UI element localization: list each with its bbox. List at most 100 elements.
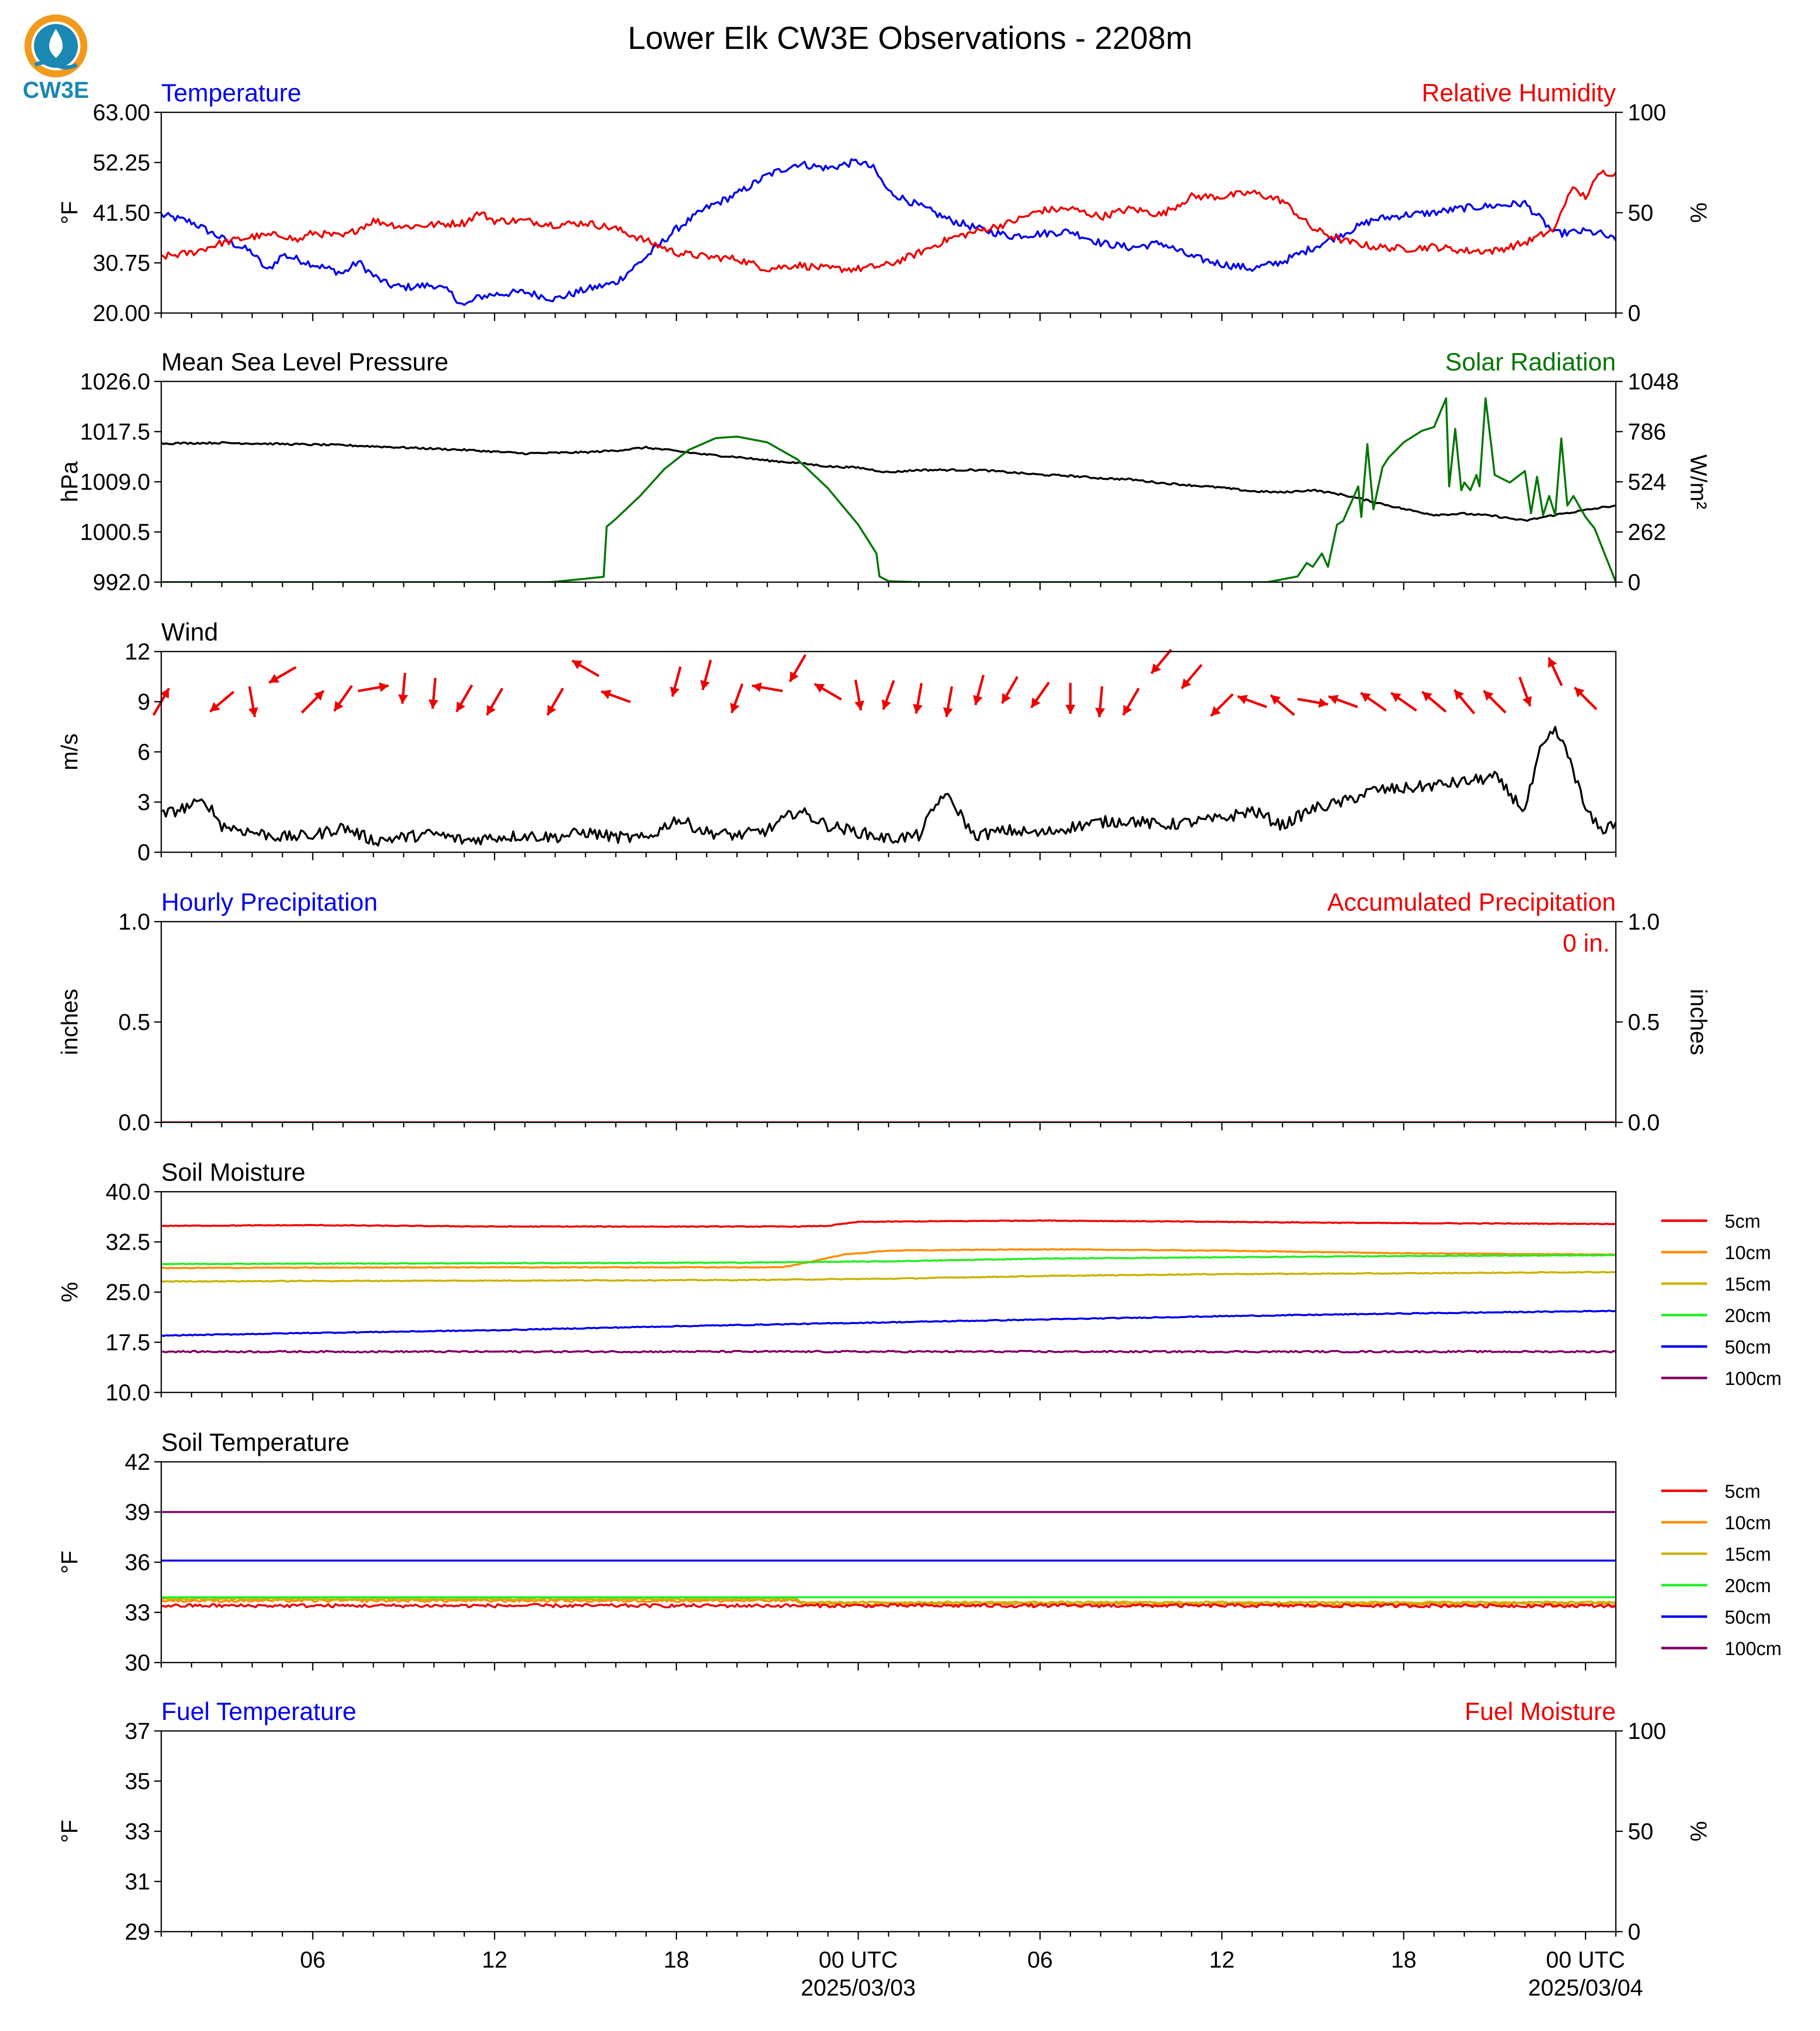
series-line-right-1 (161, 397, 1616, 582)
logo-wave-icon (34, 60, 78, 69)
y-axis-label-left: °F (56, 1551, 82, 1574)
y-tick-label-right: 100 (1628, 99, 1666, 125)
panel-frame (160, 1730, 1617, 1933)
y-tick-label-right: 0 (1628, 569, 1641, 595)
wind-arrow (428, 677, 439, 709)
wind-arrow-head (313, 690, 324, 701)
wind-arrow-head (1318, 697, 1328, 708)
wind-arrow (1030, 681, 1050, 708)
panel-title-left: Mean Sea Level Pressure (161, 348, 448, 376)
wind-arrow (1483, 689, 1507, 714)
x-tick-label: 06 (300, 1947, 325, 1973)
y-tick-label-left: 20.00 (93, 300, 150, 326)
wind-arrow-head (428, 699, 439, 709)
wind-arrow (700, 660, 712, 690)
legend: 5cm 10cm 15cm 20cm 50cm 100cm (1661, 1211, 1782, 1389)
y-tick-label-left: 12 (125, 639, 150, 665)
y-axis-label-left: % (56, 1282, 82, 1303)
wind-arrow (1390, 691, 1417, 712)
wind-arrows (152, 649, 1597, 717)
series-line-right-1 (161, 169, 1616, 273)
wind-arrow-head (1454, 689, 1464, 700)
y-tick-label-left: 32.5 (105, 1229, 150, 1255)
wind-arrow-head (1002, 693, 1011, 703)
logo-drop-icon (49, 29, 63, 58)
y-tick-label-left: 25.0 (105, 1279, 150, 1305)
wind-arrow-head (456, 701, 466, 712)
wind-arrow-head (379, 682, 389, 692)
panel-frame (160, 651, 1617, 853)
wind-arrow (1237, 694, 1267, 708)
x-date-label: 2025/03/03 (801, 1975, 915, 2001)
wind-arrow (670, 666, 682, 697)
y-tick-label-right: 1.0 (1628, 909, 1660, 935)
y-tick-label-left: 1.0 (118, 909, 150, 935)
legend-label: 20cm (1725, 1306, 1771, 1327)
panel-title-right: Fuel Moisture (1465, 1697, 1616, 1725)
wind-arrow-head (1360, 692, 1371, 702)
wind-arrow (268, 666, 297, 684)
y-tick-label-left: 41.50 (93, 200, 150, 226)
wind-arrow (814, 682, 842, 701)
y-tick-label-left: 39 (125, 1499, 150, 1525)
wind-arrow (943, 686, 953, 717)
y-tick-label-left: 0 (137, 839, 150, 865)
wind-arrow-head (1328, 694, 1339, 704)
wind-arrow (730, 683, 744, 713)
wind-arrow-head (210, 702, 220, 712)
wind-arrow-head (1484, 690, 1494, 701)
y-tick-label-right: 50 (1628, 1818, 1653, 1844)
wind-arrow-head (1422, 691, 1433, 701)
panel-title-left: Wind (161, 618, 218, 646)
y-tick-label-left: 37 (125, 1718, 150, 1744)
x-tick-label: 06 (1027, 1947, 1053, 1973)
wind-arrow (601, 689, 631, 703)
y-tick-label-left: 17.5 (105, 1330, 150, 1355)
panel-title-right: Accumulated Precipitation (1327, 888, 1616, 916)
wind-arrow-head (1237, 694, 1248, 704)
panel-title-left: Soil Moisture (161, 1158, 305, 1186)
wind-arrow (1095, 686, 1105, 717)
wind-arrow-head (790, 671, 799, 682)
cw3e-logo: CW3E (23, 14, 89, 103)
wind-arrow-head (398, 694, 408, 704)
y-tick-label-left: 1017.5 (80, 419, 150, 445)
wind-arrow-head (248, 707, 259, 717)
wind-arrow-head (547, 704, 557, 715)
series-line-20cm (161, 1254, 1616, 1266)
y-axis-label-right: inches (1686, 989, 1712, 1055)
wind-arrow (248, 686, 259, 717)
y-tick-label-left: 0.0 (118, 1109, 150, 1135)
y-tick-label-left: 63.00 (93, 99, 150, 125)
wind-arrow-head (752, 682, 762, 692)
series-line-left-0 (161, 725, 1616, 847)
y-axis-label-left: °F (56, 201, 82, 225)
y-tick-label-left: 35 (125, 1768, 150, 1794)
wind-arrow (546, 687, 564, 716)
wind-arrow (854, 679, 865, 711)
y-tick-label-left: 42 (125, 1449, 150, 1475)
y-tick-label-left: 30.75 (93, 250, 150, 276)
y-tick-label-left: 30 (125, 1650, 150, 1676)
legend-label: 15cm (1725, 1274, 1771, 1295)
panels: Temperature Relative Humidity 63.00 52.25 41… (56, 79, 1782, 2001)
x-tick-label: 00 UTC (819, 1947, 898, 1973)
wind-arrow (301, 689, 325, 714)
wind-arrow-head (912, 703, 923, 714)
wind-arrow-head (700, 679, 710, 690)
panel-title-left: Hourly Precipitation (161, 888, 378, 916)
y-tick-label-left: 6 (137, 739, 150, 765)
y-tick-label-right: 0 (1628, 1919, 1641, 1945)
y-tick-label-left: 36 (125, 1549, 150, 1575)
y-tick-label-left: 10.0 (105, 1379, 150, 1405)
y-tick-label-right: 524 (1628, 469, 1666, 495)
wind-arrow-head (1391, 692, 1402, 702)
wind-arrow (1573, 686, 1597, 710)
y-tick-label-left: 1000.5 (80, 519, 150, 545)
panel-frame (160, 111, 1617, 314)
series-line-5cm (161, 1603, 1616, 1609)
y-tick-label-left: 40.0 (105, 1179, 150, 1205)
wind-arrow (1421, 690, 1447, 713)
panel-4: Hourly Precipitation Accumulated Precipit… (56, 888, 1712, 1135)
legend-label: 5cm (1725, 1481, 1761, 1502)
